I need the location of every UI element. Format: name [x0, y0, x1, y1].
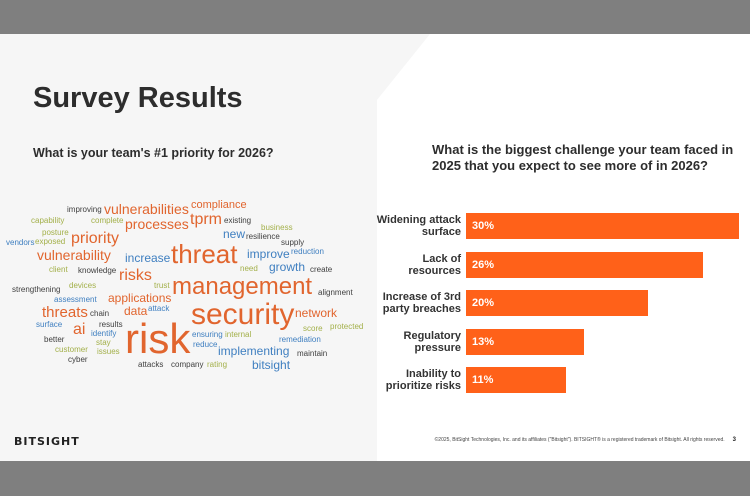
word-cloud-word: vendors: [6, 238, 35, 247]
word-cloud-word: vulnerability: [37, 247, 111, 263]
word-cloud-word: company: [171, 360, 204, 369]
bar-row: Widening attack surface 30%: [377, 213, 750, 239]
bar-row: Lack of resources 26%: [380, 252, 750, 278]
word-cloud-word: strengthening: [12, 285, 61, 294]
bar: 30%: [466, 213, 739, 239]
bar-value-label: 13%: [472, 336, 495, 348]
word-cloud-word: attack: [148, 304, 170, 313]
slide: Survey Results What is your team's #1 pr…: [0, 34, 750, 461]
bar-value-label: 20%: [472, 297, 495, 309]
bar-label: Lack of resources: [408, 253, 461, 277]
copyright-text: ©2025, BitSight Technologies, Inc. and i…: [434, 437, 725, 443]
word-cloud-word: issues: [97, 347, 120, 356]
word-cloud-word: reduce: [193, 340, 218, 349]
word-cloud-word: network: [295, 306, 338, 320]
word-cloud-word: assessment: [54, 295, 97, 304]
word-cloud-word: data: [124, 304, 148, 318]
bar: 11%: [466, 367, 567, 393]
word-cloud-word: protected: [330, 322, 364, 331]
word-cloud-word: risks: [119, 267, 152, 284]
word-cloud-word: identify: [91, 329, 117, 338]
bar-row: Regulatory pressure 13%: [380, 329, 750, 355]
word-cloud-word: complete: [91, 216, 124, 225]
bar: 26%: [466, 252, 703, 278]
bar-value-label: 26%: [472, 259, 495, 271]
left-question: What is your team's #1 priority for 2026…: [33, 146, 274, 160]
bar-value-label: 11%: [472, 374, 494, 386]
bar-value-label: 30%: [472, 220, 495, 232]
word-cloud-word: customer: [55, 345, 88, 354]
word-cloud-word: results: [99, 320, 123, 329]
bar-label: Inability to prioritize risks: [385, 368, 461, 392]
word-cloud-word: growth: [269, 260, 306, 274]
word-cloud-word: devices: [69, 281, 97, 290]
word-cloud-word: compliance: [191, 199, 247, 211]
bitsight-logo: BITSIGHT: [14, 435, 80, 448]
word-cloud-word: improving: [67, 205, 102, 214]
word-cloud-word: risk: [125, 315, 191, 362]
left-panel-background: [0, 34, 430, 461]
word-cloud-word: internal: [225, 330, 252, 339]
chart-title: What is the biggest challenge your team …: [432, 142, 734, 173]
word-cloud-word: cyber: [68, 355, 88, 364]
word-cloud-word: better: [44, 335, 65, 344]
word-cloud-word: ai: [73, 321, 86, 338]
word-cloud-word: applications: [108, 291, 172, 305]
word-cloud-word: management: [172, 273, 313, 300]
word-cloud-word: capability: [31, 216, 65, 225]
word-cloud-word: posture: [42, 228, 69, 237]
word-cloud-word: trust: [154, 281, 170, 290]
bar: 13%: [466, 329, 585, 355]
word-cloud-word: threats: [42, 304, 88, 321]
word-cloud-word: create: [310, 265, 333, 274]
word-cloud-word: alignment: [318, 288, 353, 297]
word-cloud-word: bitsight: [252, 358, 291, 372]
bar: 20%: [466, 290, 648, 316]
word-cloud: improving complete compliance capability pos…: [0, 34, 377, 461]
word-cloud-word: existing: [224, 216, 252, 225]
word-cloud-word: knowledge: [78, 266, 117, 275]
word-cloud-word: score: [303, 324, 323, 333]
word-cloud-word: processes: [125, 216, 189, 232]
word-cloud-word: threat: [171, 239, 238, 269]
word-cloud-word: exposed: [35, 237, 66, 246]
word-cloud-word: surface: [36, 320, 63, 329]
page-title: Survey Results: [33, 82, 243, 114]
word-cloud-word: vulnerabilities: [104, 201, 189, 217]
word-cloud-word: client: [49, 265, 68, 274]
word-cloud-word: new: [223, 227, 246, 241]
word-cloud-word: tprm: [190, 211, 222, 228]
word-cloud-word: remediation: [279, 335, 321, 344]
footer: ©2025, BitSight Technologies, Inc. and i…: [435, 437, 736, 443]
word-cloud-word: rating: [207, 360, 228, 369]
word-cloud-word: increase: [125, 251, 171, 265]
word-cloud-word: resilience: [246, 232, 280, 241]
word-cloud-word: business: [261, 223, 293, 232]
word-cloud-word: chain: [90, 309, 110, 318]
page-number: 3: [732, 437, 736, 443]
bar-label: Increase of 3rd party breaches: [382, 291, 461, 315]
word-cloud-word: attacks: [138, 360, 164, 369]
word-cloud-word: security: [191, 298, 295, 331]
word-cloud-word: ensuring: [192, 330, 223, 339]
word-cloud-word: need: [240, 264, 258, 273]
word-cloud-word: maintain: [297, 349, 328, 358]
word-cloud-word: reduction: [291, 247, 324, 256]
word-cloud-word: implementing: [218, 344, 290, 358]
bar-label: Regulatory pressure: [403, 330, 461, 354]
bar-row: Inability to prioritize risks 11%: [380, 367, 750, 393]
word-cloud-word: stay: [96, 338, 111, 347]
bar-label: Widening attack surface: [376, 214, 461, 238]
word-cloud-word: supply: [281, 238, 305, 247]
bar-row: Increase of 3rd party breaches 20%: [380, 290, 750, 316]
word-cloud-word: priority: [71, 230, 120, 247]
word-cloud-word: improve: [247, 247, 290, 261]
